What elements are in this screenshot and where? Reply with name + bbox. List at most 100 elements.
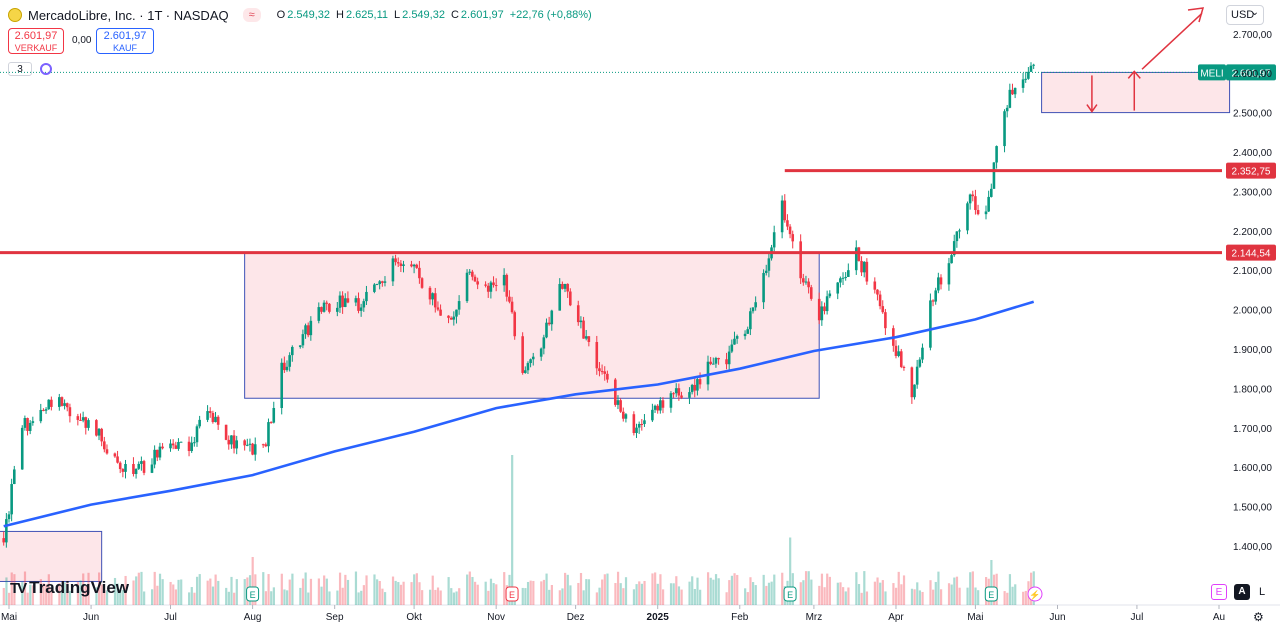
earnings-marker[interactable] — [505, 586, 519, 602]
candle-body — [346, 298, 350, 303]
candle-body — [23, 418, 27, 428]
candle-body — [436, 307, 440, 310]
indicator-badge[interactable]: ≈ — [242, 8, 261, 22]
candle-body — [84, 417, 88, 428]
candle-body — [468, 271, 472, 273]
volume-bar — [227, 591, 230, 605]
range-rectangle-2[interactable] — [0, 530, 103, 582]
volume-bar — [863, 571, 866, 605]
x-tick-label: Aug — [244, 612, 262, 623]
x-tick-label: Mrz — [806, 612, 823, 623]
candle-body — [87, 420, 90, 428]
candle-body — [288, 355, 291, 367]
candle-body — [952, 241, 956, 256]
candle-body — [137, 463, 141, 469]
candle-body — [584, 336, 588, 339]
moving-average-line[interactable] — [3, 300, 1035, 528]
flash-marker-icon[interactable] — [1027, 586, 1043, 602]
candle-body — [659, 400, 662, 411]
earnings-marker[interactable] — [246, 586, 260, 602]
volume-bar — [836, 582, 839, 605]
candle-body — [291, 346, 294, 356]
spread-value: 0,00 — [72, 35, 92, 46]
volume-bar — [916, 582, 919, 605]
volume-bar — [450, 588, 453, 605]
candle-body — [103, 441, 106, 450]
volume-bar — [251, 557, 254, 605]
settings-gear-icon[interactable]: ⚙ — [1253, 610, 1264, 624]
candle-body — [471, 271, 474, 277]
volume-bar — [264, 591, 268, 605]
volume-bar — [595, 592, 598, 605]
candle-body — [529, 359, 532, 364]
x-tick-label: Jun — [83, 612, 99, 623]
currency-select[interactable]: USD — [1226, 4, 1264, 25]
candle-body — [1005, 107, 1009, 112]
candle-body — [984, 211, 988, 215]
candle-body — [272, 407, 276, 423]
candle-body — [489, 282, 493, 292]
volume-bar — [561, 588, 564, 605]
volume-bar — [121, 590, 125, 605]
volume-bar — [66, 583, 69, 605]
volume-bar — [947, 583, 951, 605]
indicators-toggle[interactable]: 3 — [8, 62, 32, 76]
volume-bar — [116, 583, 119, 605]
volume-bar — [402, 581, 405, 605]
trend-arrow-icon[interactable] — [1141, 12, 1203, 70]
y-tick-label: 1.900,00 — [1233, 345, 1272, 356]
candle-body — [693, 384, 697, 391]
earnings-marker[interactable] — [783, 586, 797, 602]
candle-body — [235, 440, 239, 449]
candle-body — [619, 400, 622, 412]
volume-bar — [84, 586, 87, 605]
candle-body — [375, 284, 379, 286]
candle-body — [7, 514, 11, 520]
tradingview-logo[interactable]: TV TradingView — [10, 578, 129, 598]
volume-bar — [902, 575, 906, 605]
auto-scale-button[interactable]: A — [1234, 584, 1250, 600]
earnings-marker[interactable] — [984, 586, 998, 602]
candle-body — [931, 300, 935, 302]
volume-bar — [585, 579, 588, 605]
candle-body — [216, 416, 220, 425]
y-tick-label: 2.100,00 — [1233, 266, 1272, 277]
refresh-icon[interactable] — [40, 63, 52, 75]
symbol-title[interactable]: MercadoLibre, Inc. · 1T · NASDAQ — [28, 7, 229, 23]
candle-body — [929, 300, 932, 348]
volume-bar — [802, 580, 805, 605]
candle-body — [653, 405, 657, 410]
candle-body — [190, 442, 193, 452]
candle-body — [343, 298, 347, 307]
volume-bar — [910, 588, 914, 605]
candle-body — [198, 419, 201, 427]
volume-bar — [328, 591, 331, 605]
events-button[interactable]: E — [1211, 584, 1227, 600]
volume-bar — [857, 584, 861, 605]
candle-body — [767, 258, 771, 271]
candle-body — [373, 284, 376, 292]
volume-bar — [730, 575, 734, 605]
buy-button[interactable]: 2.601,97 KAUF — [96, 28, 154, 54]
volume-bar — [844, 591, 847, 605]
candle-body — [958, 230, 961, 232]
candle-body — [428, 287, 432, 300]
volume-bar — [320, 586, 323, 605]
buy-label: KAUF — [112, 43, 137, 53]
candle-body — [847, 270, 850, 277]
range-rectangle-0[interactable] — [244, 252, 820, 399]
volume-bar — [929, 580, 932, 605]
volume-bar — [826, 573, 829, 605]
candle-body — [161, 446, 164, 449]
volume-bar — [603, 574, 606, 605]
sell-button[interactable]: 2.601,97 VERKAUF — [8, 28, 64, 54]
candle-body — [595, 341, 599, 369]
candle-body — [677, 388, 681, 396]
volume-bar — [299, 587, 302, 605]
volume-bar — [68, 590, 72, 605]
log-scale-button[interactable]: L — [1258, 586, 1266, 598]
volume-bar — [860, 592, 863, 605]
volume-bar — [45, 584, 48, 605]
y-tick-label: 2.000,00 — [1233, 306, 1272, 317]
